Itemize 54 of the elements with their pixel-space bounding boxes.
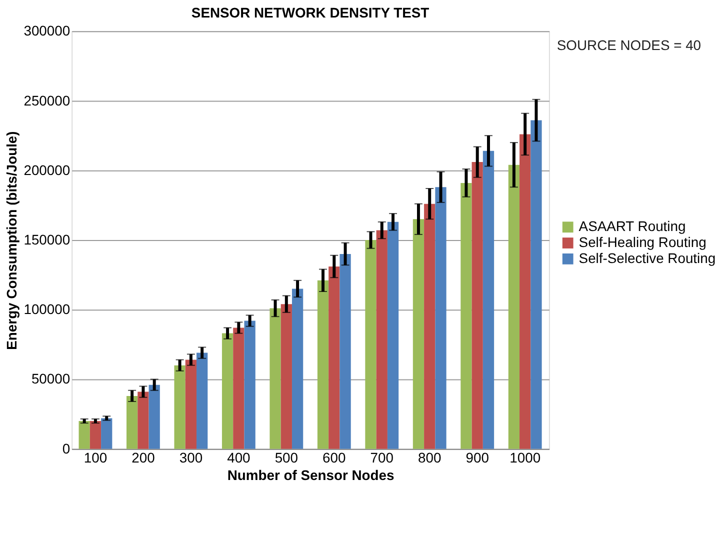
bar (280, 304, 292, 449)
bar (508, 164, 520, 449)
bar (412, 219, 424, 449)
y-tick-label: 50000 (31, 370, 70, 387)
x-tick-label: 400 (227, 449, 251, 466)
chart-title: SENSOR NETWORK DENSITY TEST (191, 4, 430, 20)
y-tick-label: 0 (62, 440, 70, 456)
legend-label: Self-Healing Routing (578, 234, 706, 250)
bar (222, 333, 234, 449)
bar (376, 230, 388, 449)
bar (520, 134, 531, 449)
y-tick-label: 150000 (24, 232, 70, 248)
bar (317, 280, 329, 449)
x-tick-label: 500 (274, 449, 298, 466)
bar (174, 365, 186, 449)
y-tick-label: 100000 (24, 301, 70, 318)
bar (482, 150, 494, 449)
bar (138, 392, 149, 449)
source-note: SOURCE NODES = 40 (556, 37, 702, 54)
legend-label: ASAART Routing (578, 218, 686, 234)
bar (472, 162, 483, 449)
bar (78, 421, 90, 449)
bar (365, 240, 376, 449)
bar (196, 352, 208, 449)
x-tick-label: 600 (322, 449, 346, 466)
x-tick-label: 100 (84, 449, 108, 466)
bar (270, 308, 281, 449)
y-tick-label: 250000 (24, 92, 70, 108)
bar (387, 222, 399, 449)
bar (292, 288, 304, 449)
x-tick-label: 900 (466, 449, 490, 466)
x-tick-label: 1000 (510, 449, 541, 466)
y-tick-label: 200000 (24, 162, 70, 178)
legend-label: Self-Selective Routing (578, 250, 716, 266)
x-tick-label: 300 (179, 449, 203, 466)
x-axis-title: Number of Sensor Nodes (227, 467, 394, 484)
bar (328, 266, 340, 449)
bar (148, 384, 160, 449)
bar (126, 396, 138, 449)
bar (233, 328, 244, 449)
x-tick-label: 200 (132, 449, 156, 466)
bar (424, 204, 436, 449)
bar (340, 254, 351, 449)
y-axis-title: Energy Consumption (bits/Joule) (4, 131, 20, 350)
bar (101, 418, 112, 449)
bar (435, 187, 446, 449)
x-tick-label: 800 (418, 449, 442, 466)
x-tick-label: 700 (370, 449, 394, 466)
bar (90, 421, 102, 449)
bar (185, 360, 197, 449)
bar (530, 120, 542, 449)
bar (460, 182, 472, 449)
bar (244, 320, 256, 449)
y-tick-label: 300000 (24, 22, 70, 39)
